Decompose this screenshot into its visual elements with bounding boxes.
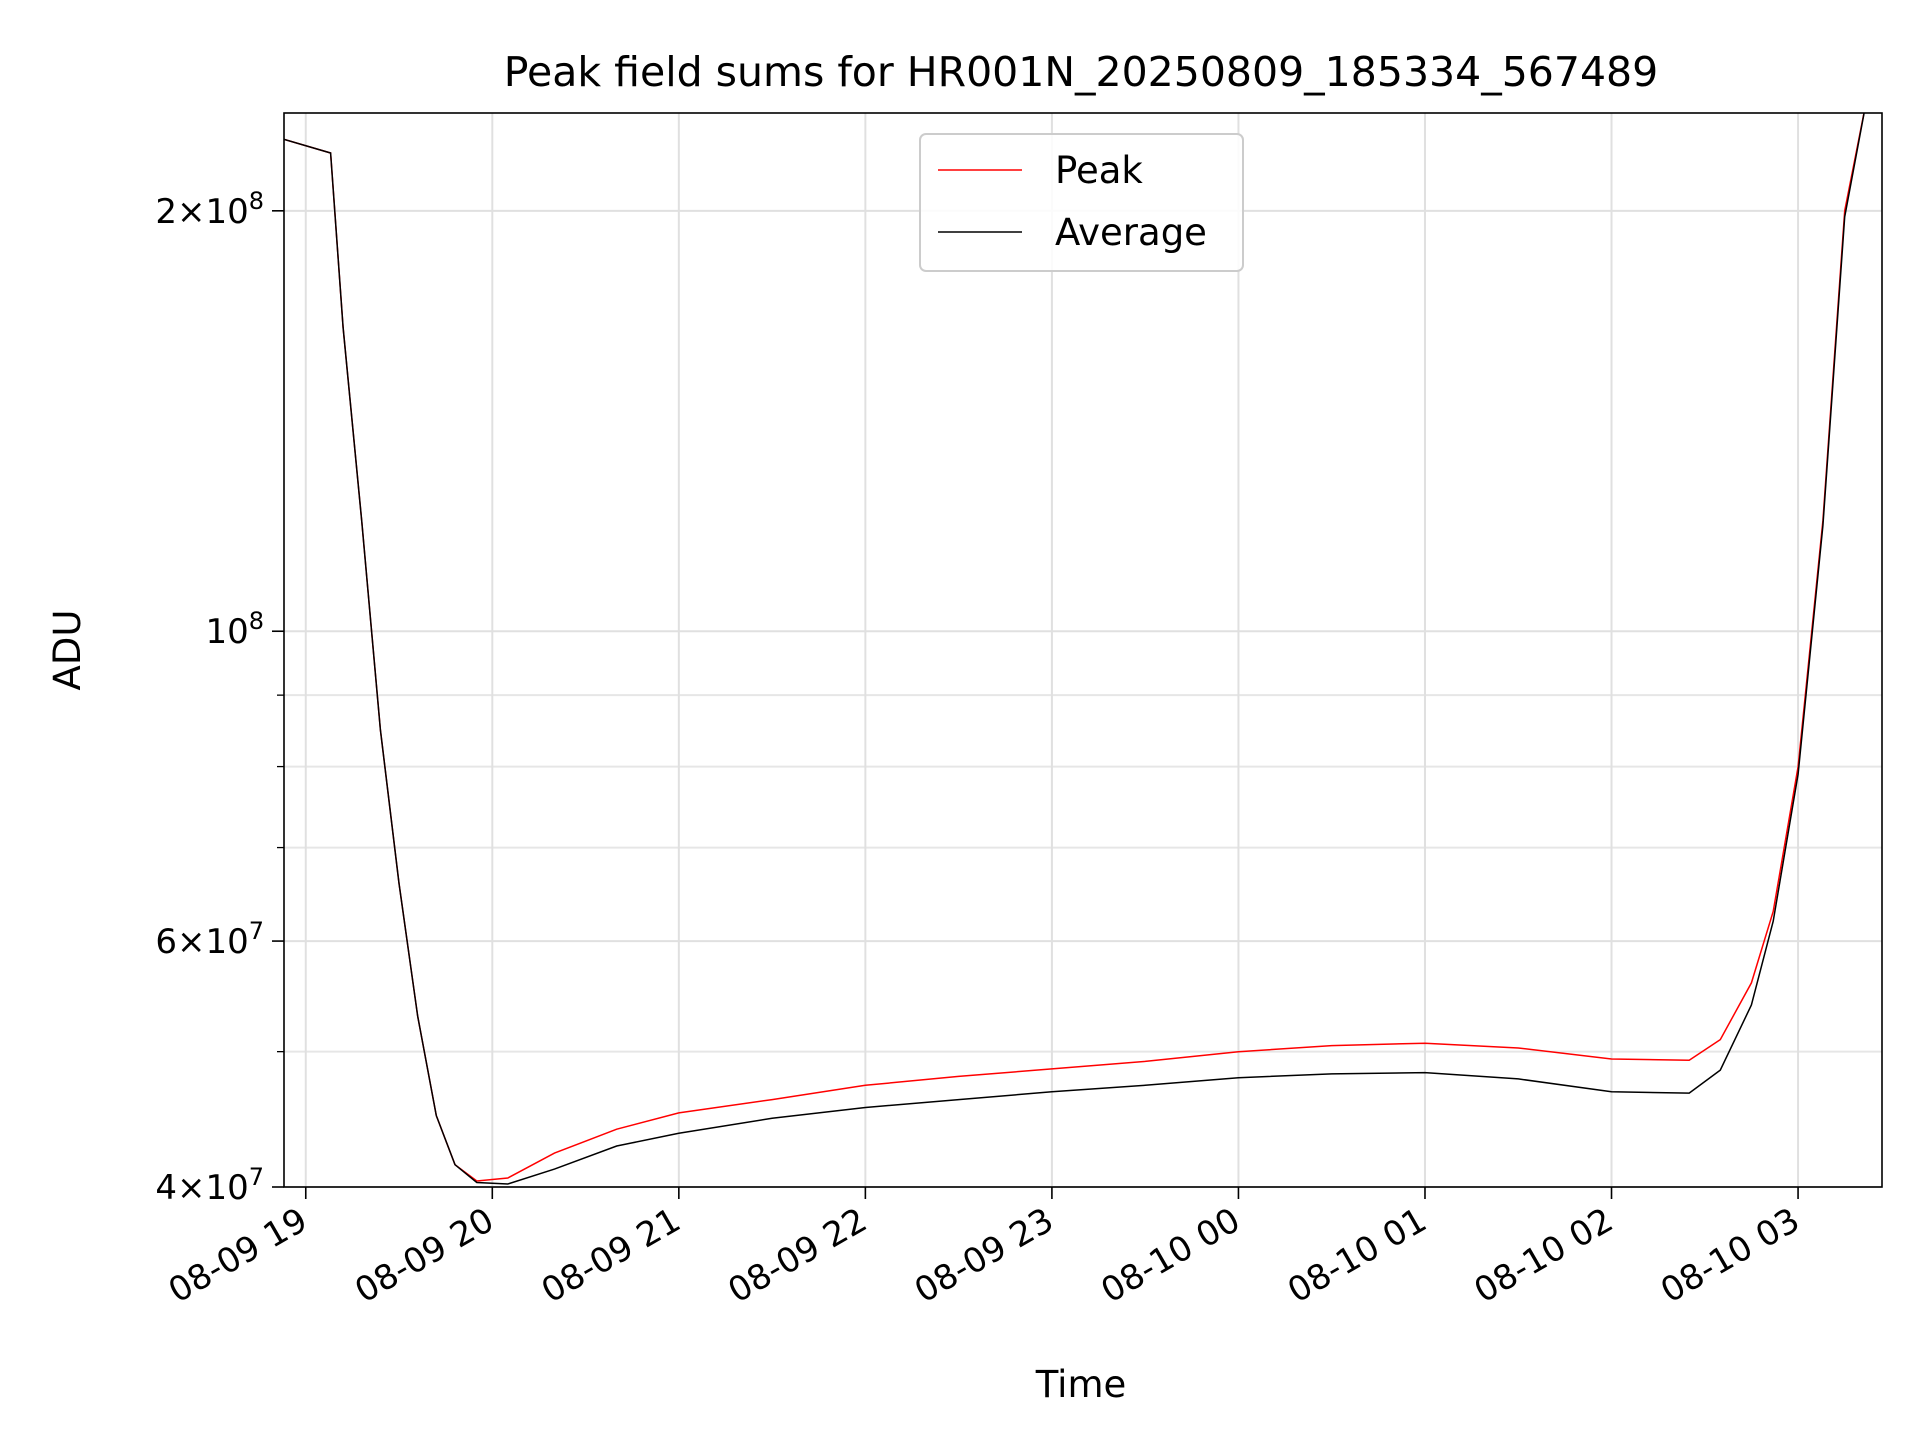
legend-label-average: Average: [1055, 211, 1207, 254]
series-lines: [284, 113, 1865, 1185]
y-axis-ticks: 4×107 6×107 108 2×108: [155, 187, 284, 1208]
y-tick-label: 108: [205, 607, 264, 652]
series-line-average: [284, 113, 1865, 1185]
legend-box: [919, 133, 1244, 272]
plot-frame: [283, 112, 1883, 1188]
y-tick-label: 4×107: [155, 1163, 264, 1208]
gridlines: [284, 113, 1882, 1188]
legend-label-peak: Peak: [1055, 149, 1143, 192]
chart-title: Peak field sums for HR001N_20250809_1853…: [504, 48, 1658, 96]
legend: Peak Average: [919, 133, 1244, 272]
y-tick-label: 6×107: [155, 917, 264, 962]
x-axis-label: Time: [1035, 1363, 1127, 1406]
y-tick-label: 2×108: [155, 187, 264, 232]
y-axis-label: ADU: [46, 610, 89, 691]
